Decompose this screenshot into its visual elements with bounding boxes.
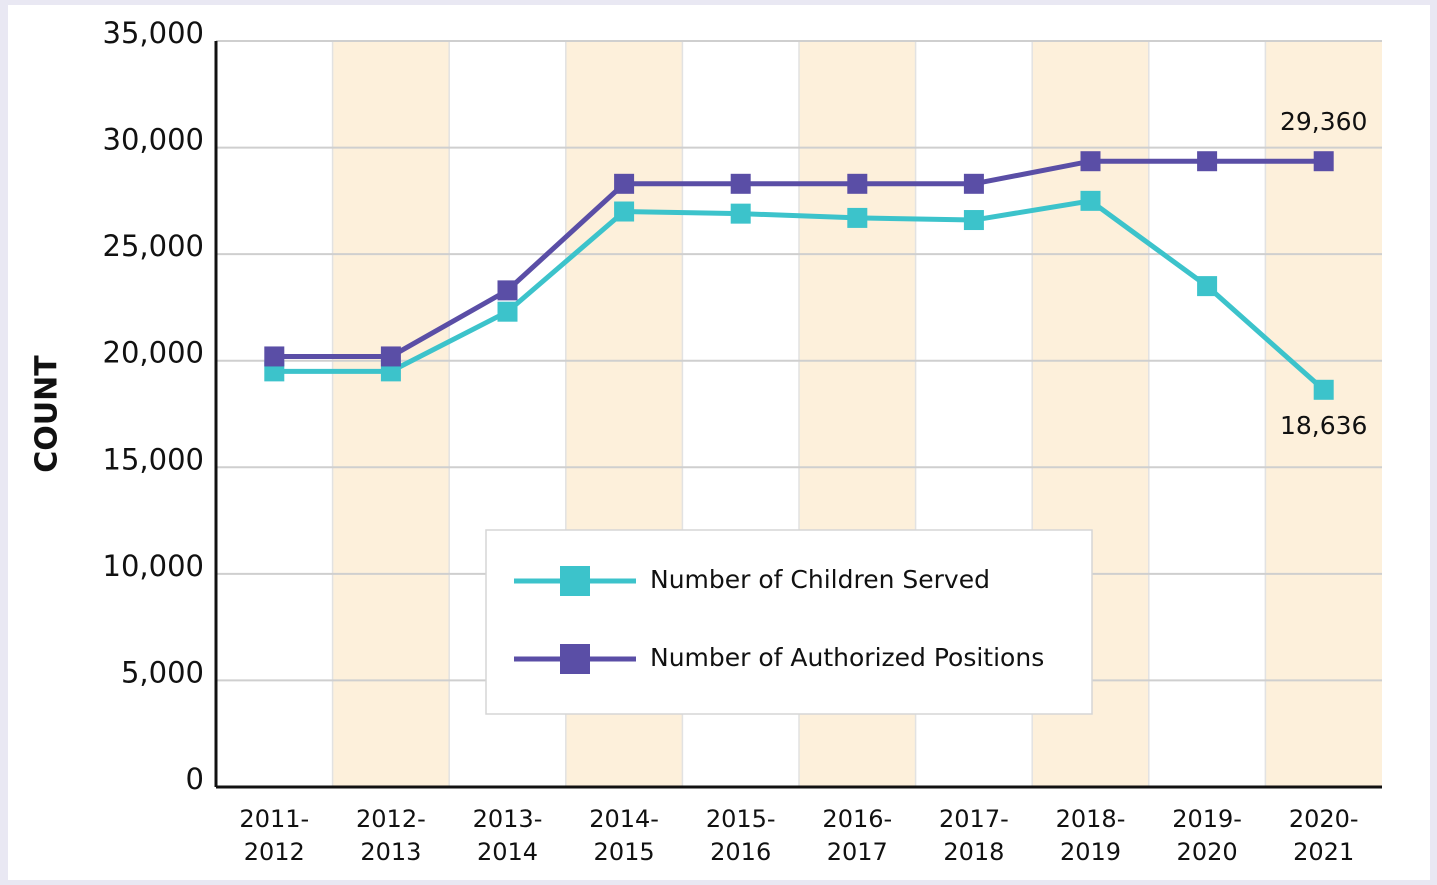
legend-label: Number of Children Served [650,565,990,594]
point-marker [1080,190,1101,211]
y-tick-label: 20,000 [103,336,204,370]
x-tick-label: 2017- 2018 [939,805,1009,866]
x-tick-label: 2014- 2015 [589,805,659,866]
y-tick-label: 35,000 [103,16,204,50]
point-marker [264,346,285,367]
chart-background [8,5,1430,880]
x-tick-label: 2015- 2016 [705,805,776,866]
point-marker [1080,151,1101,172]
series-line [274,158,1324,359]
data-label: 18,636 [1280,411,1367,440]
point-marker [1197,151,1218,172]
point-marker [497,280,518,301]
x-tick-label: 2018- 2019 [1055,805,1126,866]
legend-label: Number of Authorized Positions [650,643,1044,672]
x-tick-label: 2012- 2013 [356,805,426,866]
legend-box [485,529,1093,715]
point-marker [497,301,518,322]
legend-marker [560,566,590,596]
y-tick-label: 25,000 [103,229,204,263]
x-tick-label: 2019- 2020 [1172,805,1242,866]
point-marker [1197,276,1218,297]
point-marker [380,346,401,367]
x-tick-label: 2020- 2021 [1288,805,1359,866]
y-tick-label: 15,000 [103,442,204,476]
y-tick-label: 5,000 [121,655,204,689]
y-tick-label: 10,000 [103,549,204,583]
point-marker [614,201,635,222]
point-marker [730,173,751,194]
point-marker [730,203,751,224]
band [332,41,450,787]
point-marker [1313,379,1334,400]
data-label: 29,360 [1280,107,1367,136]
x-tick-label: 2016- 2017 [822,805,893,866]
x-tick-label: 2011- 2012 [239,805,310,866]
y-tick-label: 30,000 [103,123,204,157]
y-axis-label: COUNT [30,355,65,473]
series-line [274,198,1326,392]
point-marker [963,210,984,231]
point-marker [847,173,868,194]
legend-marker [560,644,590,674]
point-marker [614,173,635,194]
point-marker [847,207,868,228]
y-tick-label: 0 [186,762,204,796]
point-marker [1313,151,1334,172]
x-tick-label: 2013- 2014 [472,805,543,866]
point-marker [963,173,984,194]
